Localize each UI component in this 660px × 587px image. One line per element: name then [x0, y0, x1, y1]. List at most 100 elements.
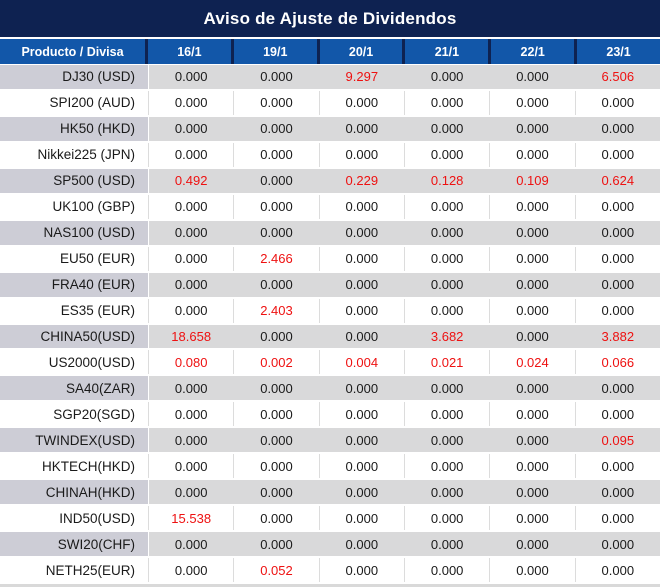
table-row: SGP20(SGD) 0.000 0.000 0.000 0.000 0.000 0.000: [0, 402, 660, 429]
value-cell: 0.066: [574, 350, 660, 375]
value-cell: 0.000: [318, 142, 404, 167]
value-cell: 0.000: [318, 532, 404, 557]
value-cell: 0.000: [489, 454, 575, 479]
value-cell: 0.000: [318, 402, 404, 427]
value-cell: 0.000: [489, 220, 575, 245]
value-cell: 18.658: [148, 324, 234, 349]
value-cell: 0.000: [403, 402, 490, 427]
product-cell: SA40(ZAR): [0, 376, 148, 401]
value-cell: 0.000: [403, 558, 490, 583]
value-cell: 0.000: [574, 246, 660, 271]
value-cell: 0.000: [574, 376, 660, 401]
table-row: SWI20(CHF) 0.000 0.000 0.000 0.000 0.000 0.000: [0, 532, 660, 559]
product-cell: SP500 (USD): [0, 168, 148, 193]
product-cell: SGP20(SGD): [0, 402, 148, 427]
value-cell: 0.000: [489, 532, 575, 557]
value-cell: 0.000: [489, 65, 575, 89]
product-cell: IND50(USD): [0, 506, 148, 531]
value-cell: 0.000: [318, 220, 404, 245]
column-header-date-4: 21/1: [405, 39, 489, 64]
value-cell: 0.000: [233, 402, 319, 427]
value-cell: 0.000: [233, 65, 319, 89]
product-cell: SPI200 (AUD): [0, 90, 148, 115]
value-cell: 0.000: [489, 402, 575, 427]
value-cell: 0.000: [574, 454, 660, 479]
table-row: NAS100 (USD) 0.000 0.000 0.000 0.000 0.000 0.0…: [0, 220, 660, 247]
value-cell: 0.000: [318, 246, 404, 271]
value-cell: 0.000: [318, 194, 404, 219]
product-cell: CHINAH(HKD): [0, 480, 148, 505]
value-cell: 0.000: [318, 506, 404, 531]
value-cell: 0.000: [489, 194, 575, 219]
value-cell: 0.000: [403, 65, 490, 89]
value-cell: 0.000: [489, 246, 575, 271]
value-cell: 0.000: [403, 506, 490, 531]
value-cell: 0.004: [318, 350, 404, 375]
table-row: UK100 (GBP) 0.000 0.000 0.000 0.000 0.000 0.00…: [0, 194, 660, 221]
value-cell: 0.000: [318, 428, 404, 453]
product-cell: NAS100 (USD): [0, 220, 148, 245]
table-row: Nikkei225 (JPN) 0.000 0.000 0.000 0.000 0.000…: [0, 142, 660, 169]
table-row: EU50 (EUR) 0.000 2.466 0.000 0.000 0.000 0.000: [0, 246, 660, 273]
value-cell: 0.000: [148, 142, 234, 167]
value-cell: 9.297: [318, 65, 404, 89]
value-cell: 0.000: [489, 90, 575, 115]
value-cell: 0.492: [148, 168, 234, 193]
value-cell: 0.024: [489, 350, 575, 375]
table-row: CHINA50(USD) 18.658 0.000 0.000 3.682 0.000 3.…: [0, 324, 660, 351]
value-cell: 0.000: [148, 402, 234, 427]
value-cell: 0.080: [148, 350, 234, 375]
value-cell: 0.000: [574, 402, 660, 427]
value-cell: 0.000: [489, 376, 575, 401]
value-cell: 0.000: [403, 142, 490, 167]
value-cell: 3.682: [403, 324, 490, 349]
column-header-product: Producto / Divisa: [0, 39, 145, 64]
value-cell: 0.000: [574, 194, 660, 219]
value-cell: 0.000: [403, 532, 490, 557]
value-cell: 0.000: [403, 90, 490, 115]
value-cell: 0.000: [148, 480, 234, 505]
product-cell: TWINDEX(USD): [0, 428, 148, 453]
table-row: US2000(USD) 0.080 0.002 0.004 0.021 0.024 0.06…: [0, 350, 660, 377]
value-cell: 15.538: [148, 506, 234, 531]
product-cell: UK100 (GBP): [0, 194, 148, 219]
value-cell: 0.000: [148, 454, 234, 479]
value-cell: 0.000: [403, 116, 490, 141]
product-cell: DJ30 (USD): [0, 65, 148, 89]
value-cell: 0.000: [403, 480, 490, 505]
product-cell: HK50 (HKD): [0, 116, 148, 141]
value-cell: 0.000: [318, 90, 404, 115]
value-cell: 0.000: [148, 65, 234, 89]
table-header-row: Producto / Divisa 16/1 19/1 20/1 21/1 22…: [0, 39, 660, 65]
value-cell: 0.109: [489, 168, 575, 193]
value-cell: 0.000: [148, 246, 234, 271]
value-cell: 0.000: [489, 298, 575, 323]
value-cell: 0.021: [403, 350, 490, 375]
value-cell: 0.000: [233, 376, 319, 401]
value-cell: 0.000: [233, 324, 319, 349]
product-cell: FRA40 (EUR): [0, 272, 148, 297]
value-cell: 0.000: [233, 116, 319, 141]
value-cell: 0.000: [403, 454, 490, 479]
column-header-date-2: 19/1: [233, 39, 317, 64]
value-cell: 0.000: [148, 272, 234, 297]
value-cell: 0.000: [318, 324, 404, 349]
value-cell: 0.000: [489, 116, 575, 141]
value-cell: 0.000: [574, 90, 660, 115]
value-cell: 0.000: [574, 480, 660, 505]
value-cell: 0.000: [233, 90, 319, 115]
bottom-row-sliver: [0, 584, 660, 587]
table-row: HKTECH(HKD) 0.000 0.000 0.000 0.000 0.000 0.00…: [0, 454, 660, 481]
value-cell: 0.000: [489, 272, 575, 297]
value-cell: 0.000: [148, 116, 234, 141]
column-header-date-5: 22/1: [491, 39, 575, 64]
value-cell: 0.000: [574, 142, 660, 167]
product-cell: US2000(USD): [0, 350, 148, 375]
value-cell: 0.000: [233, 454, 319, 479]
value-cell: 2.403: [233, 298, 319, 323]
product-cell: NETH25(EUR): [0, 558, 148, 583]
table-row: CHINAH(HKD) 0.000 0.000 0.000 0.000 0.000 0.00…: [0, 480, 660, 507]
value-cell: 0.000: [403, 220, 490, 245]
value-cell: 0.000: [148, 532, 234, 557]
